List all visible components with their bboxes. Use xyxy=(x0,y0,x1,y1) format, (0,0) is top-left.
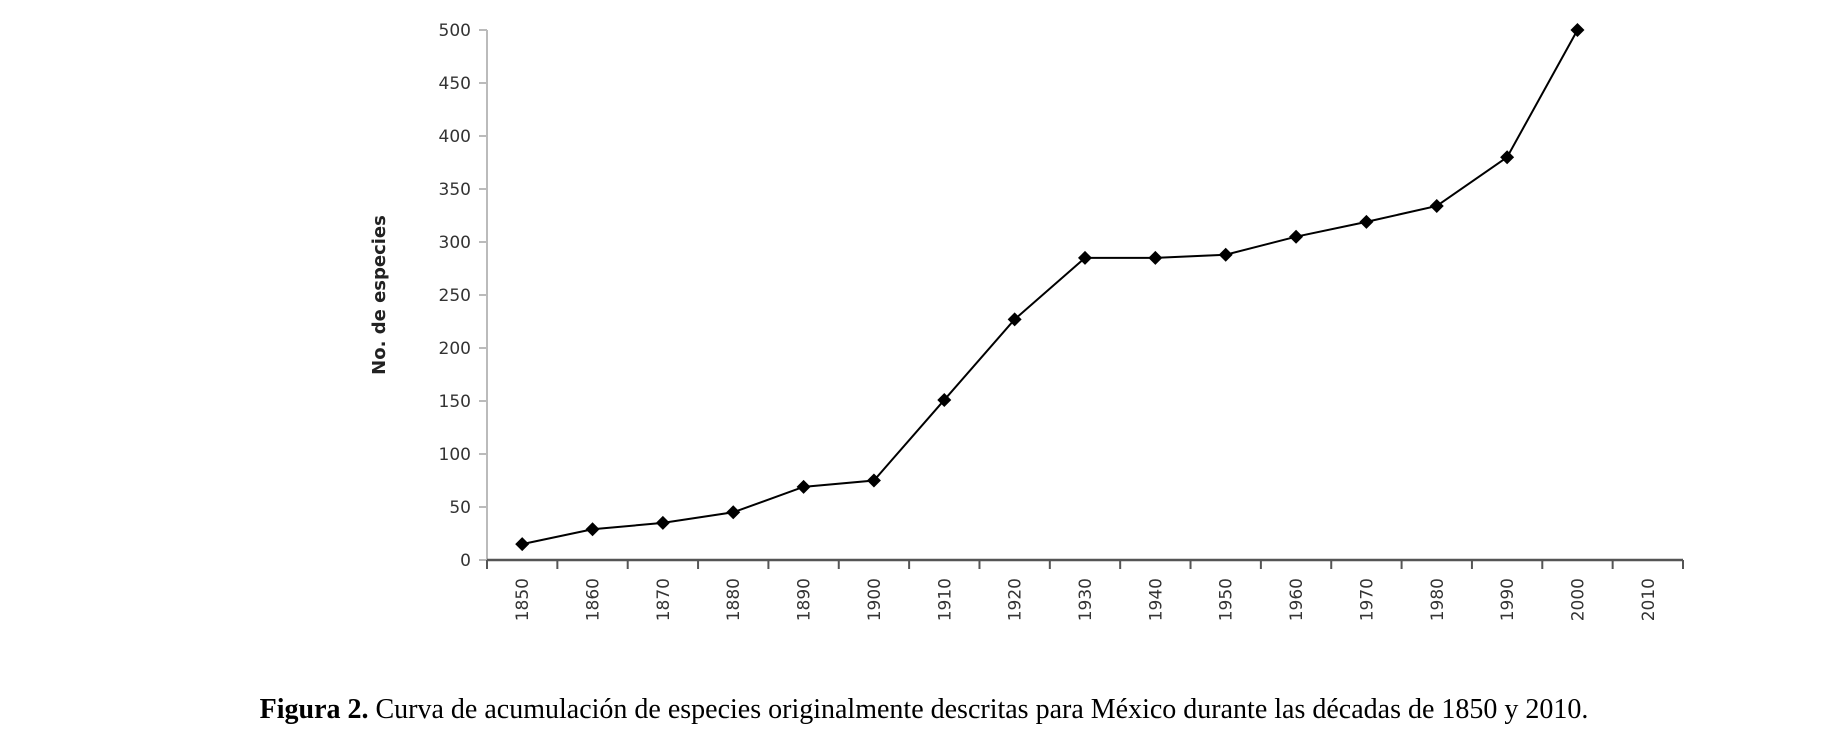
x-tick-label: 1900 xyxy=(865,578,885,621)
line-chart: 0 50 100 150 200 250 300 350 400 450 500 No. de esp… xyxy=(369,21,1684,621)
y-tick-label: 300 xyxy=(439,233,471,253)
data-point-marker xyxy=(937,392,952,407)
x-tick-label: 2010 xyxy=(1639,578,1659,621)
x-tick-label: 1920 xyxy=(1006,578,1026,621)
data-point-marker xyxy=(1148,250,1163,265)
y-tick-label: 150 xyxy=(439,392,471,412)
x-tick-label: 1910 xyxy=(935,578,955,621)
x-tick-label: 1990 xyxy=(1498,578,1518,621)
data-point-marker xyxy=(655,515,670,530)
y-tick-label: 100 xyxy=(439,445,471,465)
data-point-marker xyxy=(1218,247,1233,262)
data-point-marker xyxy=(866,473,881,488)
data-point-marker xyxy=(1429,198,1444,213)
data-point-marker xyxy=(1289,229,1304,244)
y-tick-label: 500 xyxy=(439,21,471,41)
y-tick-label: 50 xyxy=(449,498,471,518)
x-tick-label: 1930 xyxy=(1076,578,1096,621)
x-tick-label: 1850 xyxy=(513,578,533,621)
data-point-marker xyxy=(515,537,530,552)
figure-caption: Figura 2. Curva de acumulación de especi… xyxy=(0,694,1848,726)
y-tick-label: 450 xyxy=(439,74,471,94)
data-point-marker xyxy=(1007,312,1022,327)
y-tick-label: 400 xyxy=(439,127,471,147)
x-tick-label: 1940 xyxy=(1146,578,1166,621)
x-tick-label: 1960 xyxy=(1287,578,1307,621)
data-point-marker xyxy=(1359,214,1374,229)
series-line xyxy=(521,29,1579,546)
x-tick-label: 1860 xyxy=(584,578,604,621)
data-point-marker xyxy=(1570,23,1585,37)
y-tick-label: 0 xyxy=(460,551,471,571)
y-tick-label: 200 xyxy=(439,339,471,359)
y-axis-title: No. de especies xyxy=(369,215,390,375)
y-tick-label: 250 xyxy=(439,286,471,306)
data-point-marker xyxy=(1078,250,1092,265)
x-tick-label: 1880 xyxy=(724,578,744,621)
x-tick-label: 1980 xyxy=(1428,578,1448,621)
x-tick-label: 1890 xyxy=(795,578,815,621)
data-point-marker xyxy=(1500,150,1515,165)
y-tick-label: 350 xyxy=(439,180,471,200)
x-tick-label: 2000 xyxy=(1568,578,1588,621)
x-tick-label: 1950 xyxy=(1217,578,1237,621)
data-point-marker xyxy=(796,479,811,494)
data-point-marker xyxy=(585,522,600,537)
x-tick-label: 1970 xyxy=(1357,578,1377,621)
caption-label: Figura 2. xyxy=(259,694,369,725)
x-tick-label: 1870 xyxy=(654,578,674,621)
data-point-marker xyxy=(726,505,741,520)
caption-text: Curva de acumulación de especies origina… xyxy=(368,694,1589,725)
